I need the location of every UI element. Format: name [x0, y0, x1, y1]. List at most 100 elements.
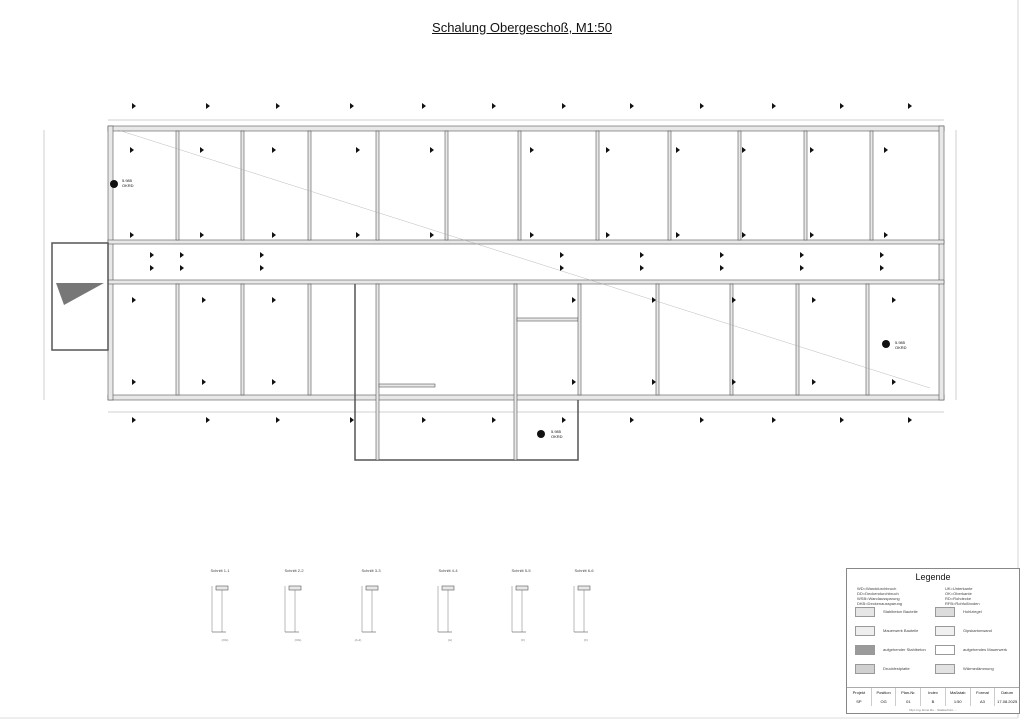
- opening-marker-icon: [132, 417, 136, 423]
- opening-marker-icon: [676, 232, 680, 238]
- opening-marker-icon: [892, 379, 896, 385]
- room-wall: [795, 283, 800, 396]
- opening-marker-icon: [700, 417, 704, 423]
- room-wall: [444, 130, 449, 241]
- opening-marker-icon: [772, 103, 776, 109]
- section-sub: (F): [584, 638, 588, 642]
- legend-label: Druckfestplatte: [883, 666, 910, 671]
- opening-marker-icon: [260, 252, 264, 258]
- outer-wall-right: [938, 125, 945, 401]
- legend-swatch: [935, 607, 955, 617]
- opening-marker-icon: [276, 417, 280, 423]
- section-slab: [365, 585, 379, 591]
- opening-marker-icon: [640, 252, 644, 258]
- section-sub: (A-2): [354, 638, 362, 642]
- legend-label: aufgehender Stahlbeton: [883, 647, 926, 652]
- opening-marker-icon: [130, 147, 134, 153]
- opening-marker-icon: [652, 379, 656, 385]
- opening-marker-icon: [884, 232, 888, 238]
- opening-marker-icon: [492, 103, 496, 109]
- room-wall: [240, 283, 245, 396]
- opening-marker-icon: [202, 297, 206, 303]
- corridor-wall: [107, 239, 945, 245]
- opening-marker-icon: [530, 232, 534, 238]
- opening-marker-icon: [260, 265, 264, 271]
- opening-marker-icon: [630, 417, 634, 423]
- opening-marker-icon: [812, 297, 816, 303]
- opening-marker-icon: [356, 147, 360, 153]
- opening-marker-icon: [200, 232, 204, 238]
- opening-marker-icon: [492, 417, 496, 423]
- room-wall: [517, 130, 522, 241]
- opening-marker-icon: [276, 103, 280, 109]
- elevation-symbol-icon: [537, 430, 545, 438]
- legend-label: Hohlziegel: [963, 609, 982, 614]
- opening-marker-icon: [562, 417, 566, 423]
- opening-marker-icon: [560, 265, 564, 271]
- corridor-wall: [107, 279, 945, 285]
- opening-marker-icon: [132, 297, 136, 303]
- opening-marker-icon: [800, 252, 804, 258]
- legend-swatch: [855, 607, 875, 617]
- opening-marker-icon: [430, 232, 434, 238]
- room-wall: [175, 283, 180, 396]
- legend-swatch: [855, 664, 875, 674]
- inner-wall: [378, 383, 436, 388]
- room-wall: [729, 283, 734, 396]
- opening-marker-icon: [884, 147, 888, 153]
- annex-wall: [51, 242, 109, 351]
- section-slab: [441, 585, 455, 591]
- opening-marker-icon: [560, 252, 564, 258]
- opening-marker-icon: [810, 232, 814, 238]
- opening-marker-icon: [272, 379, 276, 385]
- opening-marker-icon: [700, 103, 704, 109]
- section-slab: [515, 585, 529, 591]
- opening-marker-icon: [908, 417, 912, 423]
- legend-swatch: [935, 626, 955, 636]
- legend-swatch: [855, 645, 875, 655]
- opening-marker-icon: [880, 252, 884, 258]
- section-sub: (F): [521, 638, 525, 642]
- opening-marker-icon: [630, 103, 634, 109]
- opening-marker-icon: [840, 103, 844, 109]
- opening-marker-icon: [652, 297, 656, 303]
- drawing-title: Schalung Obergeschoß, M1:50: [0, 20, 1024, 35]
- room-wall: [655, 283, 660, 396]
- opening-marker-icon: [800, 265, 804, 271]
- section-label: Schnitt 1-1: [210, 568, 230, 573]
- opening-marker-icon: [350, 103, 354, 109]
- section-label: Schnitt 6-6: [574, 568, 594, 573]
- opening-marker-icon: [562, 103, 566, 109]
- legend-title: Legende: [915, 572, 951, 582]
- inner-wall: [375, 283, 380, 461]
- opening-marker-icon: [430, 147, 434, 153]
- opening-marker-icon: [606, 232, 610, 238]
- opening-marker-icon: [356, 232, 360, 238]
- opening-marker-icon: [206, 417, 210, 423]
- opening-marker-icon: [180, 252, 184, 258]
- opening-marker-icon: [812, 379, 816, 385]
- room-wall: [240, 130, 245, 241]
- opening-marker-icon: [272, 297, 276, 303]
- outer-wall-bottom: [107, 394, 945, 401]
- opening-marker-icon: [422, 103, 426, 109]
- section-label: Schnitt 3-3: [361, 568, 381, 573]
- abbreviations-right: UK=Unterkante OK=Oberkante RD=Rohdecke RFB=…: [945, 586, 980, 606]
- inner-wall: [516, 317, 579, 322]
- room-wall: [737, 130, 742, 241]
- room-wall: [307, 283, 312, 396]
- opening-marker-icon: [908, 103, 912, 109]
- opening-marker-icon: [772, 417, 776, 423]
- opening-marker-icon: [572, 297, 576, 303]
- opening-marker-icon: [892, 297, 896, 303]
- room-wall: [375, 130, 380, 241]
- room-wall: [175, 130, 180, 241]
- opening-marker-icon: [840, 417, 844, 423]
- legend-label: Stahlbeton Bauteile: [883, 609, 918, 614]
- drawing-title-text: Schalung Obergeschoß, M1:50: [432, 20, 612, 35]
- opening-marker-icon: [422, 417, 426, 423]
- legend-swatch: [855, 626, 875, 636]
- room-wall: [307, 130, 312, 241]
- section-slab: [577, 585, 591, 591]
